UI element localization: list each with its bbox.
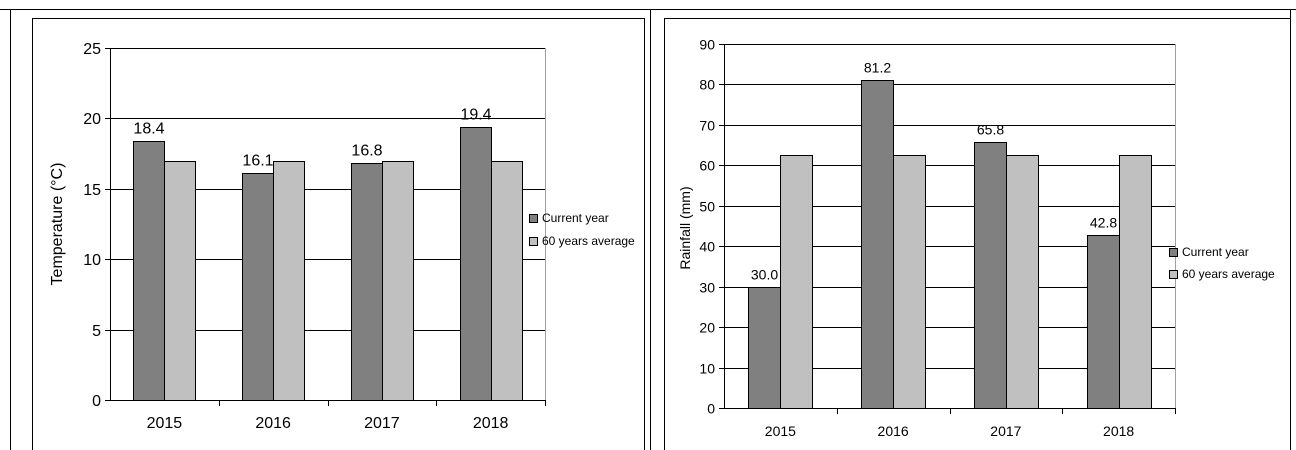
y-tick-label: 50: [699, 198, 715, 214]
bar-60-years-average: [491, 161, 523, 401]
legend-swatch-current-year: [529, 214, 538, 223]
bar-60-years-average: [164, 161, 196, 401]
chart-panel-border: [664, 18, 1291, 450]
y-axis-label: Rainfall (mm): [677, 186, 693, 269]
y-tick-label: 10: [83, 252, 101, 269]
data-label: 65.8: [977, 122, 1004, 138]
y-tick-label: 5: [92, 323, 101, 340]
x-tick-label: 2018: [1103, 423, 1134, 439]
bar-60-years-average: [893, 155, 926, 409]
data-label: 30.0: [751, 267, 778, 283]
data-label: 18.4: [133, 121, 164, 138]
y-tick-label: 10: [699, 360, 715, 376]
x-tick-label: 2018: [473, 415, 509, 432]
y-tick-label: 20: [699, 319, 715, 335]
data-label: 16.8: [351, 143, 382, 160]
y-tick-label: 0: [92, 393, 101, 410]
bar-current-year: [1087, 235, 1120, 409]
x-tick-label: 2016: [255, 415, 291, 432]
y-tick-label: 0: [707, 400, 715, 416]
data-label: 42.8: [1090, 215, 1117, 231]
bar-60-years-average: [1119, 155, 1152, 409]
bar-current-year: [133, 141, 165, 401]
bar-60-years-average: [1006, 155, 1039, 409]
bar-current-year: [974, 142, 1007, 409]
x-tick-label: 2015: [765, 423, 796, 439]
legend-swatch-current-year: [1169, 248, 1178, 257]
data-label: 16.1: [242, 153, 273, 170]
y-tick-label: 60: [699, 157, 715, 173]
x-tick-label: 2016: [878, 423, 909, 439]
y-tick-label: 20: [83, 111, 101, 128]
x-tick-label: 2017: [364, 415, 400, 432]
x-tick-label: 2015: [147, 415, 183, 432]
bar-current-year: [748, 287, 781, 409]
y-tick-label: 15: [83, 182, 101, 199]
legend-label-60-years-average: 60 years average: [542, 234, 635, 248]
y-tick-label: 25: [83, 41, 101, 58]
bar-current-year: [242, 173, 274, 401]
y-tick-label: 80: [699, 76, 715, 92]
bar-current-year: [351, 163, 383, 401]
chart-panel-border: [32, 18, 645, 450]
legend-label-60-years-average: 60 years average: [1182, 267, 1275, 281]
legend: Current year 60 years average: [529, 211, 635, 248]
y-tick-label: 70: [699, 117, 715, 133]
legend-label-current-year: Current year: [542, 211, 609, 225]
data-label: 81.2: [864, 60, 891, 76]
y-tick-label: 90: [699, 36, 715, 52]
legend-swatch-60-years-average: [1169, 270, 1178, 279]
bar-60-years-average: [780, 155, 813, 409]
chart-1: 0 5 10 15 20 25 18.4 2015 16.1 2016 16.8 2017 19.4 20…: [32, 18, 645, 450]
legend: Current year 60 years average: [1169, 245, 1275, 281]
legend-swatch-60-years-average: [529, 237, 538, 246]
y-tick-label: 30: [699, 279, 715, 295]
bar-current-year: [460, 127, 492, 401]
y-axis-label: Temperature (°C): [49, 163, 66, 286]
x-tick-label: 2017: [990, 423, 1021, 439]
legend-label-current-year: Current year: [1182, 245, 1249, 259]
bar-current-year: [861, 80, 894, 409]
data-label: 19.4: [460, 107, 491, 124]
bar-60-years-average: [382, 161, 414, 401]
bar-60-years-average: [273, 161, 305, 401]
y-tick-label: 40: [699, 238, 715, 254]
chart-2: 0 10 20 30 40 50 60 70 80 90 30.0 2015 81.2 2016 65.8 2…: [664, 18, 1291, 450]
